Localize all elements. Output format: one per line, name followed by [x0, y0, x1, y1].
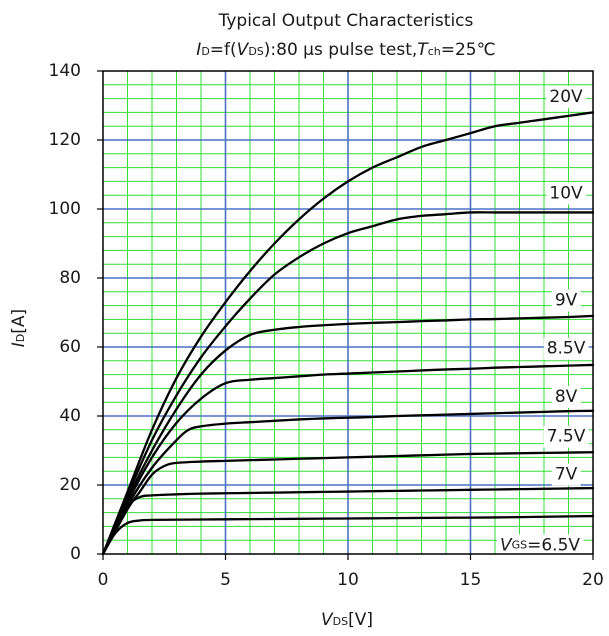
curve-series: [101, 111, 595, 556]
curve-label: 9V: [555, 290, 578, 310]
y-tick-label: 140: [49, 61, 81, 81]
x-tick-label: 20: [582, 570, 604, 590]
curve-line: [101, 211, 595, 556]
x-axis-label: VDS[V]: [321, 610, 373, 630]
chart-title: Typical Output Characteristics: [218, 11, 474, 31]
curve-labels: 20V 10V 9V 8.5V 8V 7.5V 7V VGS=6.5V: [496, 85, 589, 557]
curve-label: 8.5V: [547, 339, 586, 359]
y-tick-label: 60: [59, 337, 81, 357]
x-tick-label: 5: [220, 570, 231, 590]
x-tick-label: 0: [98, 570, 109, 590]
curve-line: [101, 314, 595, 556]
curve-label-background: [551, 386, 581, 409]
chart-subtitle: ID=f(VDS):80 μs pulse test,Tch=25℃: [196, 40, 495, 60]
curve-line: [101, 111, 595, 556]
curve-label: 20V: [549, 87, 583, 107]
x-tick-label: 15: [460, 570, 482, 590]
x-tick-label: 10: [337, 570, 359, 590]
major-grid: [103, 71, 593, 554]
curve-label-background: [546, 85, 587, 108]
curve-label: 7V: [555, 465, 578, 485]
y-tick-label: 120: [49, 130, 81, 150]
y-axis-ticks: 0 20 40 60 80 100 120 140: [49, 61, 103, 564]
curve-line: [101, 409, 595, 556]
curve-label-background: [546, 182, 587, 205]
curve-line: [101, 363, 595, 556]
curve-label-background: [551, 463, 581, 486]
y-tick-label: 0: [70, 544, 81, 564]
curve-label: 7.5V: [547, 427, 586, 447]
y-tick-label: 80: [59, 268, 81, 288]
curve-label: 8V: [555, 387, 578, 407]
curve-line: [101, 486, 595, 556]
y-tick-label: 20: [59, 475, 81, 495]
curve-label-background: [496, 534, 584, 557]
y-tick-label: 40: [59, 406, 81, 426]
curve-line: [101, 514, 595, 556]
y-axis-label: ID[A]: [9, 309, 29, 347]
y-tick-label: 100: [49, 199, 81, 219]
vgs-label: VGS=6.5V: [500, 535, 580, 555]
curve-line: [101, 451, 595, 556]
x-axis-ticks: 0 5 10 15 20: [98, 554, 604, 590]
curve-label: 10V: [549, 183, 583, 203]
curve-label-background: [551, 289, 581, 312]
curve-label-background: [543, 425, 589, 448]
curve-label-background: [543, 337, 589, 360]
